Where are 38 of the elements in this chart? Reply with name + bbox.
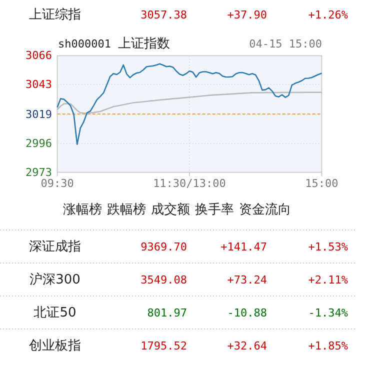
- text: +73.24: [227, 274, 268, 286]
- text: 上证综指: [29, 8, 81, 22]
- text: 涨幅榜: [63, 202, 102, 218]
- text: 深证成指: [29, 240, 81, 254]
- text: 沪深300: [30, 272, 80, 288]
- text: 801.97: [147, 306, 187, 320]
- y-tick-label: 2996: [26, 136, 52, 150]
- text: 换手率: [195, 202, 234, 218]
- y-tick-label: 3066: [26, 49, 52, 62]
- y-tick-label: 2973: [26, 166, 52, 179]
- text: +1.26%: [308, 8, 348, 22]
- x-tick-label: 09:30: [40, 176, 74, 190]
- text: 3057.38: [140, 8, 187, 22]
- text: +2.11%: [308, 274, 348, 286]
- text: 跌幅榜: [107, 202, 146, 218]
- y-tick-label: 3043: [26, 78, 52, 92]
- text: +1.85%: [308, 340, 348, 352]
- line-series: [56, 92, 322, 114]
- text: +1.53%: [308, 240, 348, 254]
- text: 北证50: [34, 306, 76, 320]
- text: 成交额: [151, 202, 190, 218]
- chart-subtitle: 04-15 15:00: [249, 38, 322, 50]
- text: -10.88: [227, 306, 267, 320]
- text: 创业板指: [29, 338, 81, 354]
- text: +141.47: [220, 240, 267, 254]
- line-series: [56, 63, 322, 145]
- text: sh000001: [58, 38, 111, 50]
- x-tick-label: 15:00: [305, 176, 338, 190]
- text: 资金流向: [239, 202, 291, 218]
- text: +37.90: [227, 8, 267, 22]
- text: 1795.52: [140, 340, 187, 352]
- x-tick-label: 11:30/13:00: [153, 176, 226, 190]
- text: -1.34%: [308, 306, 348, 320]
- text: +32.64: [227, 340, 268, 352]
- y-tick-label: 3019: [26, 108, 52, 122]
- chart-title: 上证指数: [118, 36, 170, 52]
- text: 3549.08: [140, 274, 187, 286]
- text: 9369.70: [140, 240, 187, 254]
